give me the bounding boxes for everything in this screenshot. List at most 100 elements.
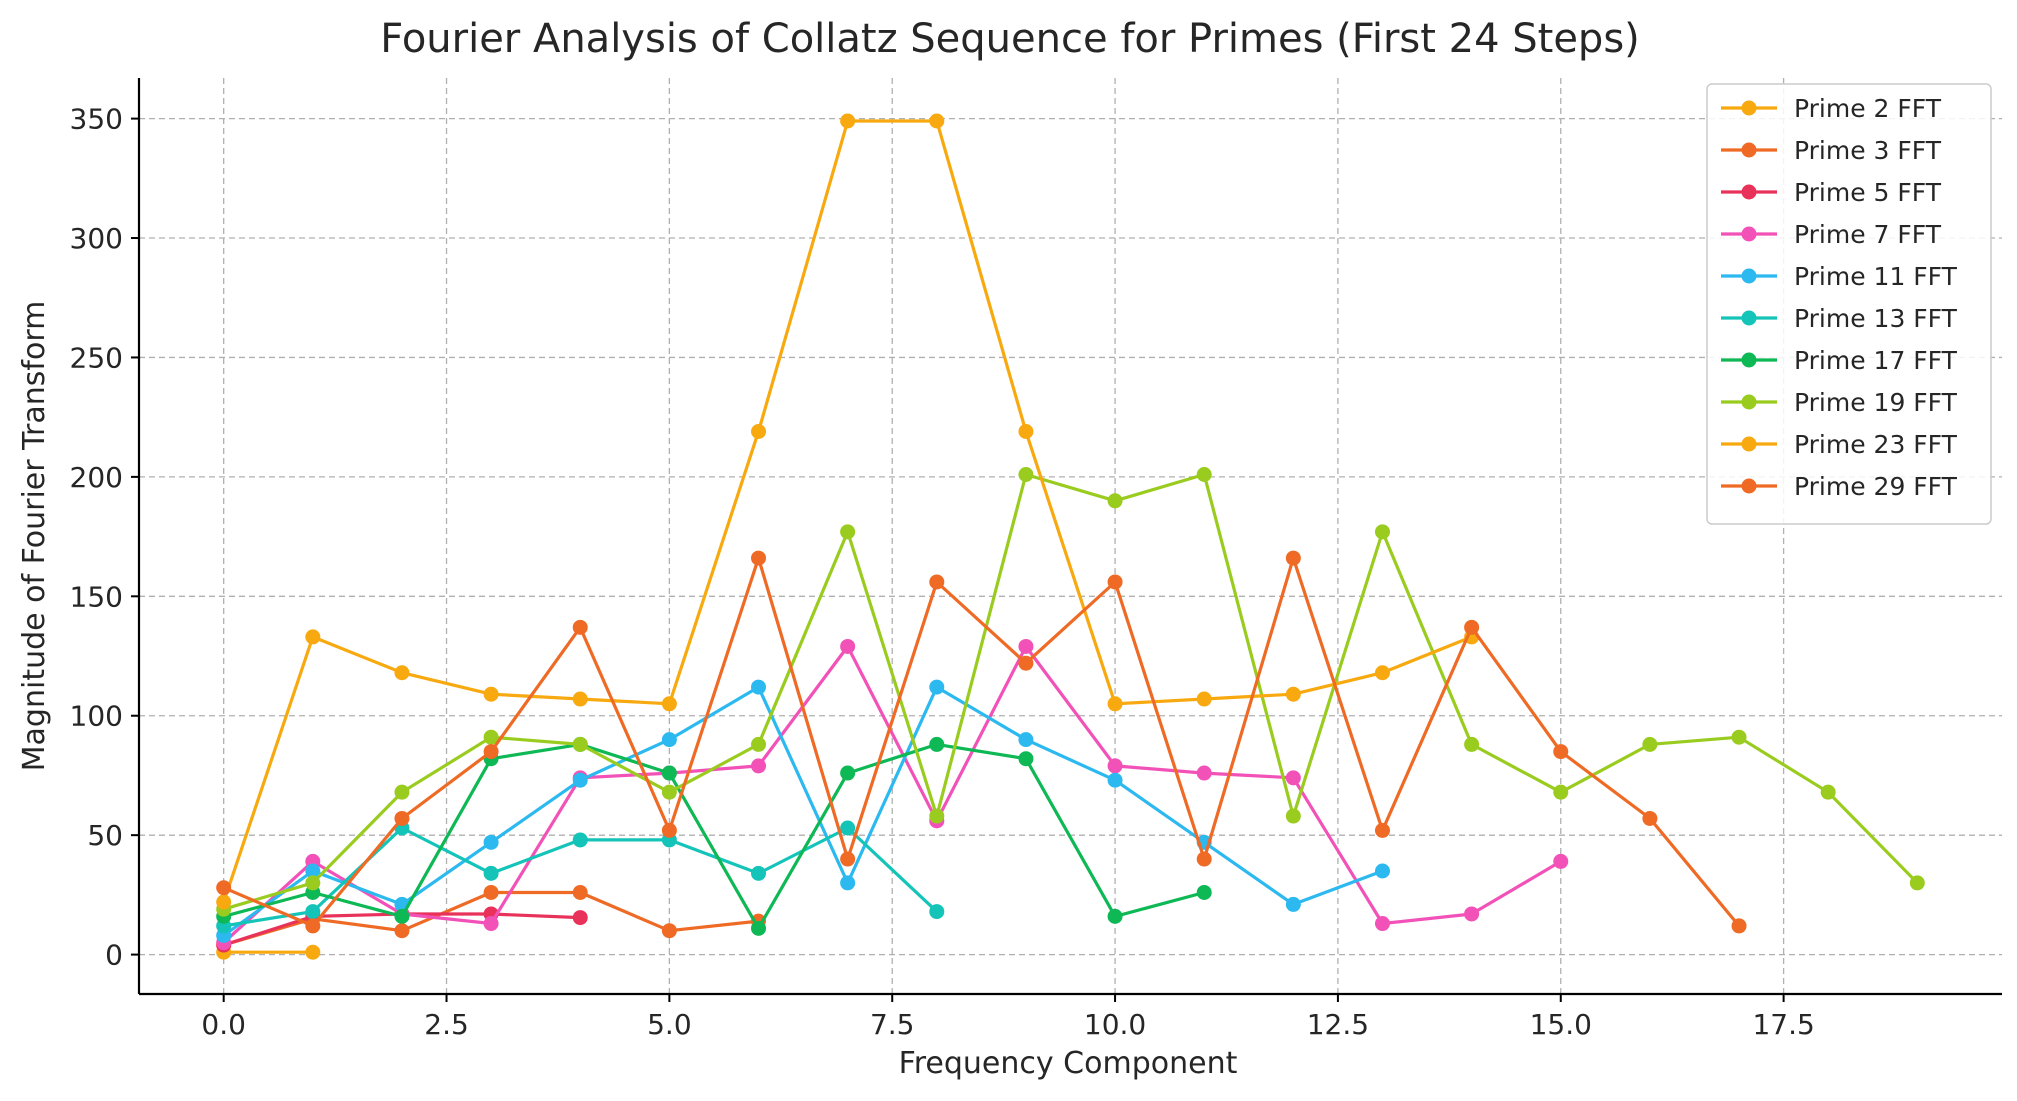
data-point [1374, 863, 1390, 879]
x-tick-label: 17.5 [1752, 1008, 1814, 1041]
data-point [751, 736, 767, 752]
data-point [1107, 772, 1123, 788]
x-tick-label: 7.5 [870, 1008, 915, 1041]
legend-marker [1741, 226, 1757, 242]
data-point [1018, 466, 1034, 482]
legend-label: Prime 2 FFT [1794, 94, 1942, 123]
x-tick-label: 15.0 [1530, 1008, 1592, 1041]
y-tick-label: 300 [70, 222, 123, 255]
data-point [661, 784, 677, 800]
data-point [1107, 758, 1123, 774]
data-point [661, 732, 677, 748]
data-point [1107, 696, 1123, 712]
chart-title: Fourier Analysis of Collatz Sequence for… [380, 16, 1640, 62]
data-point [1107, 908, 1123, 924]
data-point [1018, 751, 1034, 767]
data-point [661, 696, 677, 712]
data-point [1018, 655, 1034, 671]
data-point [929, 904, 945, 920]
data-point [1464, 736, 1480, 752]
y-tick-label: 200 [70, 461, 123, 494]
legend-item: Prime 19 FFT [1721, 388, 1958, 417]
data-point [394, 810, 410, 826]
data-point [1464, 619, 1480, 635]
y-tick-label: 350 [70, 103, 123, 136]
data-point [661, 923, 677, 939]
data-point [929, 574, 945, 590]
data-point [751, 679, 767, 695]
legend-box [1706, 83, 1992, 525]
x-tick-label: 0.0 [201, 1008, 246, 1041]
x-axis-label: Frequency Component [899, 1046, 1238, 1081]
legend-item: Prime 17 FFT [1721, 346, 1958, 375]
data-point [394, 923, 410, 939]
legend-label: Prime 23 FFT [1794, 430, 1958, 459]
data-point [1642, 736, 1658, 752]
data-point [1642, 810, 1658, 826]
legend-label: Prime 5 FFT [1794, 178, 1942, 207]
legend-label: Prime 3 FFT [1794, 136, 1942, 165]
data-point [483, 686, 499, 702]
data-point [1285, 550, 1301, 566]
y-tick-label: 100 [70, 700, 123, 733]
data-point [929, 113, 945, 129]
data-point [1018, 424, 1034, 440]
data-point [394, 908, 410, 924]
legend-label: Prime 17 FFT [1794, 346, 1958, 375]
data-point [1196, 765, 1212, 781]
legend-item: Prime 2 FFT [1721, 94, 1942, 123]
legend-label: Prime 29 FFT [1794, 472, 1958, 501]
data-point [1820, 784, 1836, 800]
data-point [305, 629, 321, 645]
data-point [572, 772, 588, 788]
data-point [751, 550, 767, 566]
data-point [572, 884, 588, 900]
data-point [1196, 466, 1212, 482]
data-point [929, 736, 945, 752]
data-point [1285, 896, 1301, 912]
data-point [572, 910, 588, 926]
y-tick-label: 250 [70, 341, 123, 374]
legend-label: Prime 7 FFT [1794, 220, 1942, 249]
legend-item: Prime 3 FFT [1721, 136, 1942, 165]
data-point [572, 832, 588, 848]
legend-marker [1741, 394, 1757, 410]
data-point [751, 920, 767, 936]
y-tick-label: 50 [87, 819, 123, 852]
data-point [751, 865, 767, 881]
data-point [483, 744, 499, 760]
data-point [1285, 808, 1301, 824]
data-point [1018, 638, 1034, 654]
data-point [840, 851, 856, 867]
data-point [572, 736, 588, 752]
legend-item: Prime 7 FFT [1721, 220, 1942, 249]
data-point [1018, 732, 1034, 748]
data-point [1107, 574, 1123, 590]
legend-marker [1741, 352, 1757, 368]
y-tick-label: 150 [70, 580, 123, 613]
data-point [1374, 822, 1390, 838]
data-point [1196, 884, 1212, 900]
data-point [216, 894, 232, 910]
data-point [751, 424, 767, 440]
y-axis-label: Magnitude of Fourier Transform [17, 301, 52, 772]
data-point [305, 904, 321, 920]
data-point [216, 880, 232, 896]
data-point [929, 679, 945, 695]
data-point [1285, 686, 1301, 702]
data-point [394, 665, 410, 681]
legend-marker [1741, 310, 1757, 326]
data-point [483, 834, 499, 850]
data-point [305, 918, 321, 934]
data-point [483, 916, 499, 932]
series-line [223, 472, 1919, 911]
data-point [1285, 770, 1301, 786]
series-line [222, 644, 1562, 944]
data-point [1731, 918, 1747, 934]
legend-item: Prime 5 FFT [1721, 178, 1942, 207]
data-point [840, 875, 856, 891]
legend-marker [1741, 142, 1757, 158]
legend-item: Prime 23 FFT [1721, 430, 1958, 459]
legend-marker [1741, 478, 1757, 494]
